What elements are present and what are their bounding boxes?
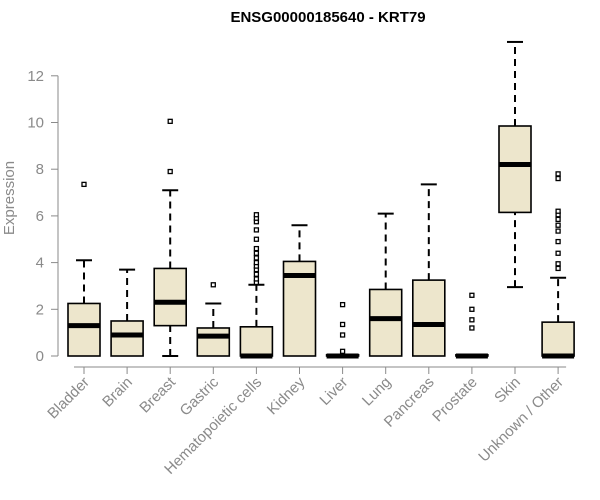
box-group	[239, 212, 274, 359]
box-group	[282, 224, 317, 357]
x-tick-label: Skin	[491, 374, 524, 407]
chart-title: ENSG00000185640 - KRT79	[230, 9, 425, 26]
outlier-point	[555, 222, 561, 228]
outlier-point	[469, 325, 475, 331]
outlier-point	[555, 216, 561, 223]
x-tick-label: Lung	[359, 374, 395, 410]
y-tick-label: 6	[36, 208, 44, 225]
box-group	[498, 40, 532, 289]
y-tick-label: 0	[36, 348, 44, 365]
box	[239, 326, 274, 357]
outlier-point	[339, 321, 346, 328]
outlier-point	[339, 301, 346, 308]
outlier-point	[339, 332, 346, 338]
outlier-point	[555, 250, 561, 256]
outlier-point	[253, 255, 260, 261]
outlier-point	[253, 236, 260, 242]
outlier-point	[555, 175, 561, 182]
box	[196, 327, 231, 357]
y-tick-label: 2	[36, 301, 44, 318]
outlier-point	[555, 208, 561, 214]
box	[498, 125, 532, 214]
outlier-point	[253, 259, 260, 266]
box-group	[196, 282, 231, 357]
box-group	[541, 171, 575, 359]
outlier-point	[167, 118, 173, 124]
outlier-point	[555, 228, 561, 234]
outlier-point	[555, 238, 561, 245]
outlier-point	[339, 348, 346, 354]
outlier-point	[167, 168, 173, 175]
outlier-point	[253, 212, 260, 218]
box	[67, 302, 101, 357]
y-tick-label: 10	[27, 115, 44, 132]
box	[368, 288, 403, 357]
box-group	[411, 183, 446, 357]
outlier-point	[555, 261, 561, 267]
box	[110, 320, 144, 357]
plot-area	[67, 40, 575, 359]
x-tick-label: Breast	[136, 373, 179, 416]
outlier-point	[253, 276, 260, 282]
x-tick-label: Brain	[99, 374, 136, 411]
x-tick-label: Liver	[316, 374, 351, 409]
x-tick-label: Prostate	[429, 374, 481, 426]
y-tick-label: 12	[27, 68, 44, 85]
outlier-point	[253, 227, 260, 233]
outlier-point	[469, 306, 475, 312]
y-tick-label: 4	[36, 255, 44, 272]
box-group	[153, 118, 187, 357]
box-group	[110, 268, 144, 357]
outlier-point	[253, 250, 260, 256]
outlier-point	[81, 181, 87, 188]
box	[541, 321, 575, 357]
box	[153, 267, 187, 327]
y-tick-label: 8	[36, 161, 44, 178]
y-axis-label: Expression	[1, 161, 18, 235]
y-axis: 0 2 4 6 8 10 12	[27, 68, 59, 365]
box-group	[368, 212, 403, 357]
box-group	[325, 301, 360, 359]
outlier-point	[555, 171, 561, 177]
box-group	[67, 181, 101, 357]
outlier-point	[210, 282, 216, 288]
outlier-point	[469, 317, 475, 323]
outlier-point	[253, 271, 260, 277]
x-tick-label: Bladder	[44, 374, 93, 423]
box	[411, 279, 446, 357]
box-group	[455, 292, 489, 359]
outlier-point	[469, 292, 475, 298]
outlier-point	[555, 265, 561, 272]
outlier-point	[253, 245, 260, 252]
x-tick-label: Kidney	[264, 373, 309, 418]
